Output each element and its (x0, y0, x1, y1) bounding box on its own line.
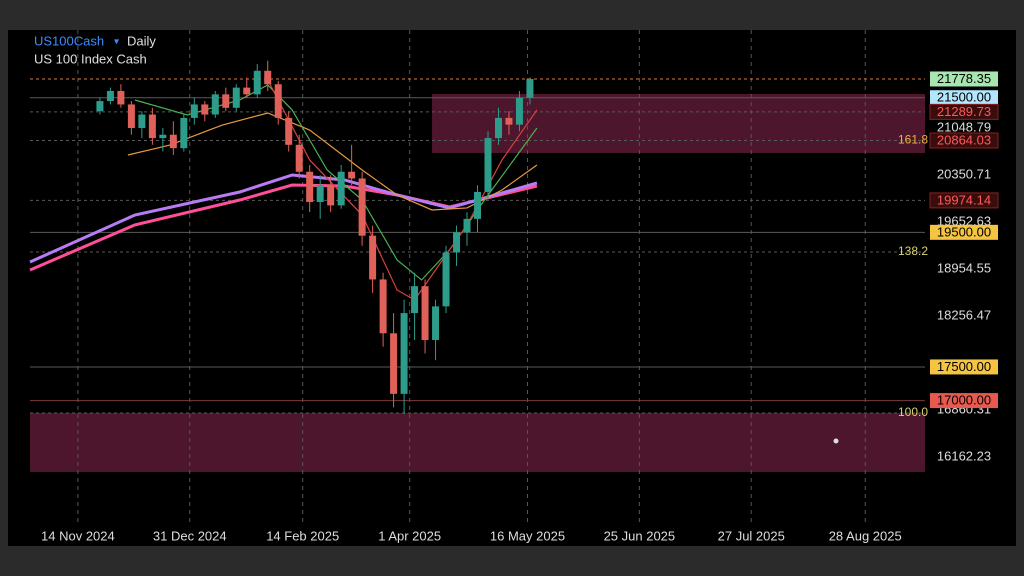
y-tick-label: 21048.79 (937, 120, 991, 135)
candle-body (453, 232, 461, 253)
candle-body (222, 94, 230, 108)
candle-body (432, 306, 440, 341)
price-tag (929, 103, 999, 120)
candle-body (253, 70, 261, 95)
candle-body (127, 104, 135, 128)
price-tag (930, 90, 998, 106)
price-tag-label: 19974.14 (937, 192, 991, 207)
candle-body (201, 104, 209, 115)
candle-body (285, 117, 293, 145)
y-tick-label: 18256.47 (937, 307, 991, 322)
candle-body (306, 171, 314, 203)
candle-body (180, 117, 188, 149)
y-tick-label: 20350.71 (937, 167, 991, 182)
price-tag-label: 19500.00 (937, 224, 991, 239)
candle-body (190, 104, 198, 118)
x-tick-label: 28 Aug 2025 (829, 528, 902, 543)
y-tick-label: 18954.55 (937, 260, 991, 275)
price-tag (930, 71, 998, 87)
symbol[interactable]: US100Cash (34, 33, 104, 48)
price-tag (930, 393, 998, 409)
x-tick-label: 14 Nov 2024 (41, 528, 115, 543)
price-tag (930, 359, 998, 375)
candle-body (316, 185, 324, 203)
candle-body (411, 286, 419, 314)
candle-body (96, 101, 104, 112)
candle-body (159, 134, 167, 139)
candle-body (379, 279, 387, 334)
candle-body (274, 84, 282, 118)
y-tick-label: 16162.23 (937, 448, 991, 463)
timeframe[interactable]: Daily (127, 33, 156, 48)
x-tick-label: 31 Dec 2024 (153, 528, 227, 543)
candle-body (169, 134, 177, 149)
candle-body (358, 178, 366, 236)
x-tick-label: 16 May 2025 (490, 528, 565, 543)
candle-body (243, 87, 251, 95)
dropdown-icon[interactable]: ▾ (114, 37, 119, 48)
candle-body (117, 90, 125, 105)
fib-label: 100.0 (898, 405, 928, 419)
price-tag (929, 192, 999, 209)
fib-label: 161.8 (898, 133, 928, 147)
candle-body (138, 114, 146, 128)
candle-body (369, 235, 377, 280)
subtitle: US 100 Index Cash (34, 51, 147, 66)
candle-body (515, 97, 523, 125)
candle-body (421, 286, 429, 341)
y-tick-label: 19652.63 (937, 213, 991, 228)
candle-body (264, 70, 272, 85)
candle-body (526, 78, 534, 98)
plot (29, 30, 925, 522)
marker-dot (833, 438, 839, 444)
candle-body (505, 117, 513, 125)
price-tag (929, 132, 999, 149)
fib-label: 138.2 (898, 244, 928, 258)
x-tick-label: 14 Feb 2025 (266, 528, 339, 543)
candle-body (327, 185, 335, 206)
candle-body (148, 114, 156, 139)
x-tick-label: 27 Jul 2025 (718, 528, 785, 543)
candle-body (463, 218, 471, 233)
candle-body (494, 117, 502, 139)
candle-body (442, 252, 450, 307)
x-tick-label: 1 Apr 2025 (378, 528, 441, 543)
candle-body (400, 313, 408, 394)
candle-body (474, 191, 481, 219)
price-tag-label: 17500.00 (937, 359, 991, 374)
price-tag-label: 21500.00 (937, 90, 991, 105)
candle-body (211, 94, 219, 115)
candle-body (106, 90, 114, 102)
price-tag-label: 20864.03 (937, 132, 991, 147)
candle-body (232, 87, 240, 108)
moving-average (29, 173, 538, 264)
x-tick-label: 25 Jun 2025 (604, 528, 676, 543)
zone (30, 412, 925, 472)
candle-body (348, 171, 356, 179)
price-tag-label: 17000.00 (937, 393, 991, 408)
candle-body (484, 138, 492, 192)
candle-body (295, 144, 303, 172)
candle-body (390, 333, 398, 394)
candle-body (337, 171, 345, 206)
price-tag (930, 224, 998, 240)
price-tag-label: 21778.35 (937, 71, 991, 86)
price-tag-label: 21289.73 (937, 104, 991, 119)
